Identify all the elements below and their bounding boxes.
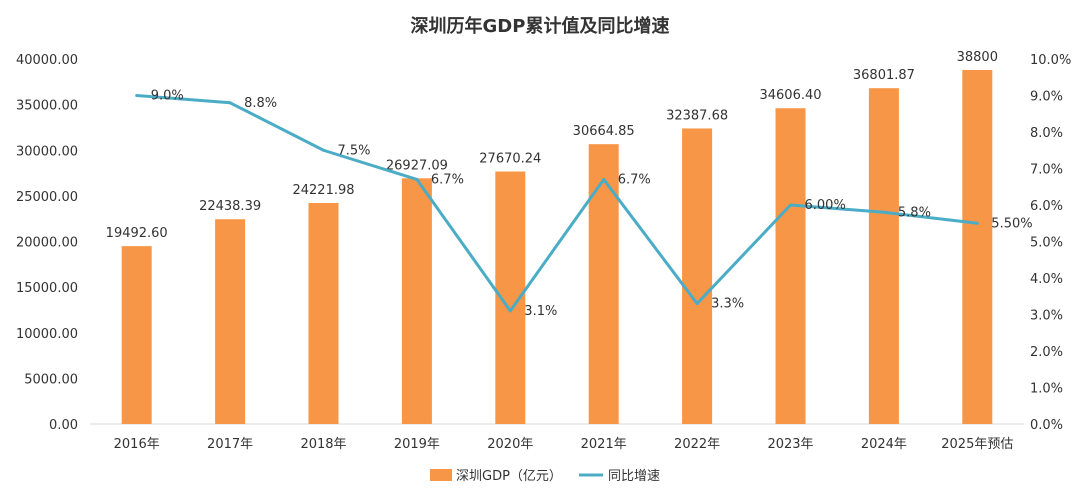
left-y-tick-label: 0.00 [49, 418, 78, 433]
x-tick-label: 2016年 [114, 437, 160, 452]
right-y-tick-label: 5.0% [1030, 236, 1063, 251]
right-y-tick-label: 4.0% [1030, 272, 1063, 287]
right-y-tick-label: 0.0% [1030, 418, 1063, 433]
right-y-tick-label: 3.0% [1030, 309, 1063, 324]
left-y-tick-label: 15000.00 [16, 281, 78, 296]
left-y-tick-label: 10000.00 [16, 327, 78, 342]
right-y-tick-label: 8.0% [1030, 126, 1063, 141]
gdp-bar-label: 24221.98 [292, 183, 354, 198]
x-tick-label: 2020年 [487, 437, 533, 452]
growth-point [789, 203, 792, 207]
x-tick-label: 2018年 [300, 437, 346, 452]
left-y-tick-label: 5000.00 [24, 372, 78, 387]
growth-point-label: 8.8% [244, 96, 277, 111]
growth-point-label: 9.0% [151, 89, 184, 104]
growth-series-line [136, 94, 978, 313]
left-y-tick-label: 25000.00 [16, 190, 78, 205]
right-y-tick-label: 6.0% [1030, 199, 1063, 214]
right-y-tick-label: 1.0% [1030, 382, 1063, 397]
gdp-bar [775, 108, 806, 424]
x-tick-label: 2025年预估 [941, 437, 1013, 452]
gdp-bar [682, 128, 713, 425]
growth-point-label: 5.50% [991, 216, 1032, 231]
growth-point-label: 6.7% [431, 172, 464, 187]
gdp-bar-label: 38800 [957, 50, 998, 65]
growth-point [415, 177, 419, 181]
gdp-bar [868, 88, 899, 425]
legend-label-growth: 同比增速 [608, 469, 660, 484]
growth-point [228, 101, 232, 105]
growth-point [508, 309, 512, 313]
gdp-bar [401, 178, 432, 424]
right-y-tick-label: 9.0% [1030, 90, 1063, 105]
gdp-bar [121, 246, 152, 424]
x-tick-label: 2022年 [674, 437, 720, 452]
growth-point [135, 94, 139, 97]
x-tick-label: 2023年 [767, 437, 813, 452]
right-y-tick-label: 7.0% [1030, 163, 1063, 178]
growth-point [882, 210, 886, 214]
gdp-bar-label: 26927.09 [386, 158, 448, 173]
left-y-axis: 0.00 5000.00 10000.00 15000.00 20000.00 25000… [16, 53, 78, 433]
growth-point-label: 3.3% [711, 297, 744, 312]
growth-line [135, 94, 979, 313]
gdp-bar [215, 219, 246, 424]
x-tick-label: 2021年 [581, 437, 627, 452]
growth-point [695, 302, 699, 306]
legend-swatch-gdp [430, 469, 452, 481]
left-y-tick-label: 35000.00 [16, 99, 78, 114]
growth-point [602, 177, 606, 181]
gdp-bar-label: 30664.85 [573, 124, 635, 139]
growth-point-label: 5.8% [898, 205, 931, 220]
gdp-bar-label: 36801.87 [853, 68, 915, 83]
growth-line-labels: 9.0% 8.8% 7.5% 6.7% 3.1% 6.7% 3.3% 6.00% 5.8% 5.5… [151, 89, 1033, 319]
x-tick-label: 2024年 [861, 437, 907, 452]
gdp-bar-label: 22438.39 [199, 199, 261, 214]
gdp-bar-label: 32387.68 [666, 108, 728, 123]
x-axis-labels: 2016年 2017年 2018年 2019年 2020年 2021年 2022年 2023年… [114, 437, 1014, 452]
right-y-axis: 0.0% 1.0% 2.0% 3.0% 4.0% 5.0% 6.0% 7.0% 8.0% 9.0%… [1030, 53, 1071, 433]
left-y-tick-label: 30000.00 [16, 144, 78, 159]
gdp-bar [588, 144, 619, 425]
growth-point [322, 148, 325, 152]
gdp-bar-label: 34606.40 [759, 88, 821, 103]
gdp-bar-label: 27670.24 [479, 152, 541, 167]
gdp-bar-label: 19492.60 [106, 226, 168, 241]
gdp-bar-labels: 19492.60 22438.39 24221.98 26927.09 27670.24… [106, 50, 998, 241]
chart-title: 深圳历年GDP累计值及同比增速 [411, 15, 670, 37]
x-tick-label: 2017年 [207, 437, 253, 452]
growth-point [975, 221, 979, 225]
left-y-tick-label: 20000.00 [16, 236, 78, 251]
growth-point-label: 6.00% [805, 198, 846, 213]
growth-point-label: 3.1% [524, 304, 557, 319]
gdp-bar [962, 69, 993, 424]
gdp-bar [308, 202, 339, 424]
right-y-tick-label: 2.0% [1030, 345, 1063, 360]
growth-point-label: 6.7% [618, 172, 651, 187]
legend-label-gdp: 深圳GDP（亿元） [456, 469, 562, 484]
growth-point-label: 7.5% [338, 143, 371, 158]
x-tick-label: 2019年 [394, 437, 440, 452]
left-y-tick-label: 40000.00 [16, 53, 78, 68]
legend: 深圳GDP（亿元） 同比增速 [430, 469, 660, 484]
right-y-tick-label: 10.0% [1030, 53, 1071, 68]
